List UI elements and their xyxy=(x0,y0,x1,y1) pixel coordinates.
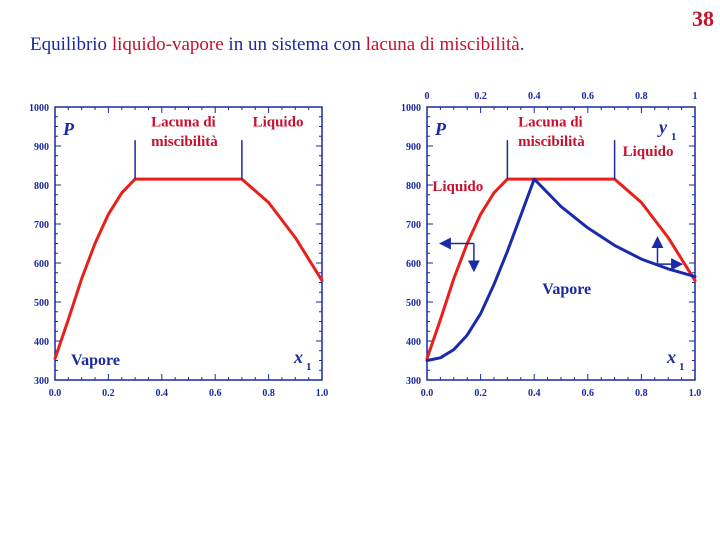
y-tick-label: 400 xyxy=(34,337,49,348)
slide-number: 38 xyxy=(692,6,714,31)
x-tick-label: 0.8 xyxy=(262,388,275,399)
x-tick-label: 0.4 xyxy=(156,388,169,399)
x2-tick-label: 0.2 xyxy=(474,91,487,102)
y-tick-label: 300 xyxy=(34,376,49,387)
y-tick-label: 600 xyxy=(406,259,421,270)
y-tick-label: 900 xyxy=(34,142,49,153)
y-tick-label: 700 xyxy=(34,220,49,231)
y-tick-label: 700 xyxy=(406,220,421,231)
x2-axis-label: y xyxy=(657,117,668,137)
title-part: Equilibrio xyxy=(30,34,112,55)
y-tick-label: 500 xyxy=(34,298,49,309)
x2-tick-label: 0.8 xyxy=(635,91,648,102)
x-tick-label: 1.0 xyxy=(316,388,329,399)
title-part: lacuna di miscibilità xyxy=(365,34,520,55)
x2-tick-label: 0.6 xyxy=(582,91,595,102)
y-tick-label: 600 xyxy=(34,259,49,270)
y-tick-label: 300 xyxy=(406,376,421,387)
y-tick-label: 800 xyxy=(34,181,49,192)
x-tick-label: 0.8 xyxy=(635,388,648,399)
x2-tick-label: 1 xyxy=(693,91,698,102)
y-tick-label: 900 xyxy=(406,142,421,153)
y-axis-label: P xyxy=(62,119,75,139)
x2-axis-label-sub: 1 xyxy=(671,131,677,143)
y-tick-label: 1000 xyxy=(29,103,49,114)
x-axis-label-sub: 1 xyxy=(306,361,312,373)
annotation-vapor: Vapore xyxy=(71,352,120,369)
liquid-curve-1 xyxy=(425,177,697,361)
annotation-gap: Lacuna di xyxy=(518,115,583,131)
y-axis-label: P xyxy=(434,119,447,139)
annotation-gap: miscibilità xyxy=(151,134,218,150)
annotation-liquid-right: Liquido xyxy=(623,144,674,160)
x-tick-label: 0.2 xyxy=(474,388,487,399)
x2-tick-label: 0 xyxy=(425,91,430,102)
chart-2: 0.0 0.2 0.4 0.6 0.8 1.0 0 0.2 0.4 0.6 0.8 1 300 400 50… xyxy=(401,91,701,399)
x-tick-label: 0.2 xyxy=(102,388,115,399)
y-tick-label: 1000 xyxy=(401,103,421,114)
x2-tick-label: 0.4 xyxy=(528,91,541,102)
slide-title: Equilibrio liquido-vapore in un sistema … xyxy=(30,34,524,56)
vapor-curve-3 xyxy=(532,177,697,279)
chart-1: 0.0 0.2 0.4 0.6 0.8 1.0 300 400 500 600 700 800 900 1… xyxy=(29,103,328,399)
x-tick-label: 1.0 xyxy=(689,388,702,399)
y-tick-label: 500 xyxy=(406,298,421,309)
title-part: in un sistema con xyxy=(223,34,366,55)
liquid-curve-1 xyxy=(53,177,324,361)
x-tick-label: 0.6 xyxy=(209,388,222,399)
x-axis-label-sub: 1 xyxy=(679,361,685,373)
annotation-liquid-left: Liquido xyxy=(432,179,483,195)
vapor-curve-2 xyxy=(425,177,536,362)
x-tick-label: 0.6 xyxy=(582,388,595,399)
x-tick-label: 0.4 xyxy=(528,388,541,399)
title-part: . xyxy=(519,34,525,55)
title-part: liquido-vapore xyxy=(111,34,224,55)
x-axis-label: x xyxy=(293,347,303,367)
annotation-liquid: Liquido xyxy=(253,115,304,131)
y-tick-label: 800 xyxy=(406,181,421,192)
x-tick-label: 0.0 xyxy=(421,388,434,399)
annotation-gap: Lacuna di xyxy=(151,115,216,131)
annotation-gap: miscibilità xyxy=(518,134,585,150)
x-axis-label: x xyxy=(666,347,676,367)
y-tick-label: 400 xyxy=(406,337,421,348)
annotation-vapor: Vapore xyxy=(542,281,591,298)
x-tick-label: 0.0 xyxy=(49,388,62,399)
